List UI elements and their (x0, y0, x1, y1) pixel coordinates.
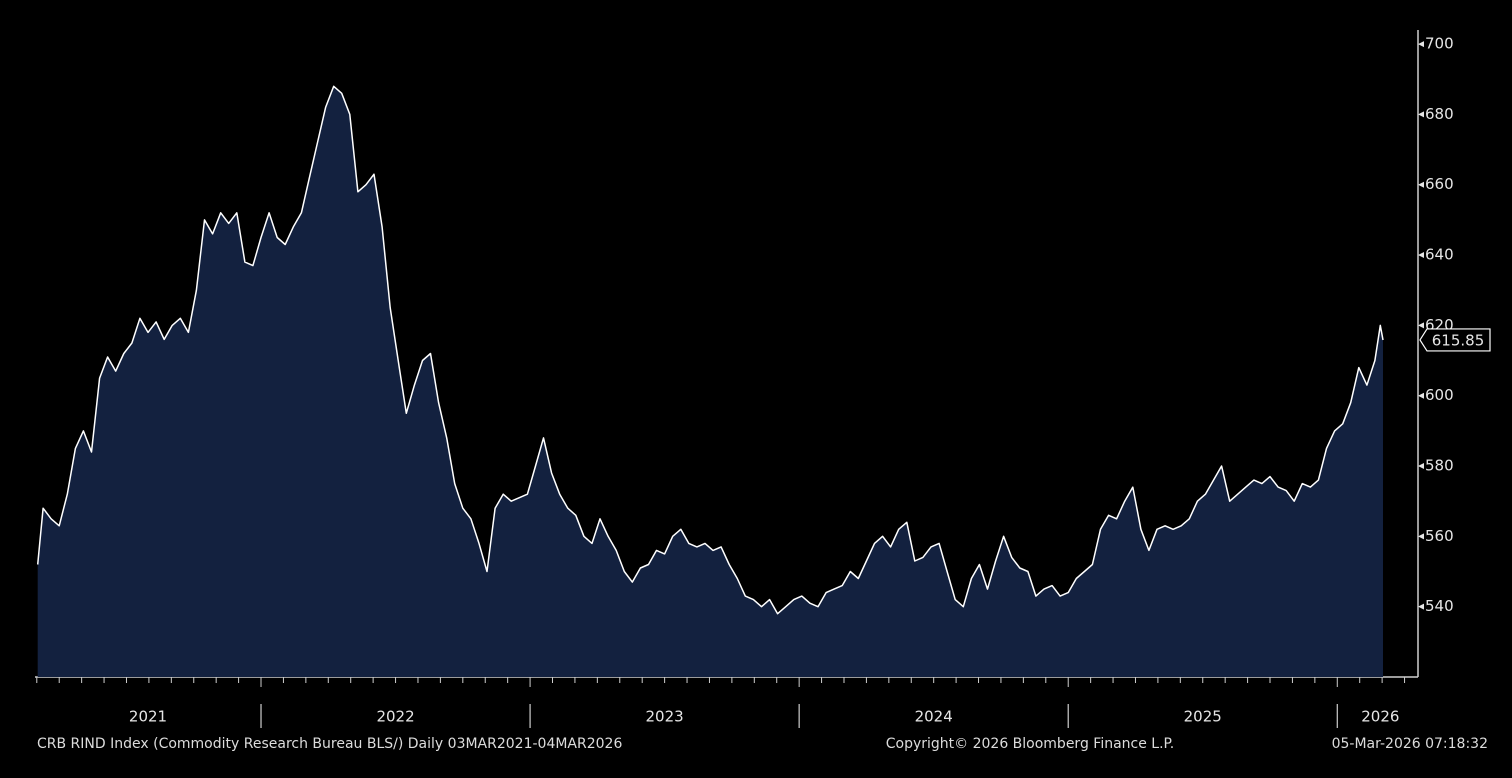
x-tick-label: 2021 (129, 708, 167, 726)
last-price-tag (1419, 328, 1491, 352)
last-price-label: 615.85 (1432, 331, 1485, 349)
footer-source: CRB RIND Index (Commodity Research Burea… (37, 736, 622, 752)
x-tick-label: 2024 (915, 708, 953, 726)
y-tick-mark (1418, 533, 1424, 540)
footer-copyright: Copyright© 2026 Bloomberg Finance L.P. (886, 736, 1175, 752)
y-tick-mark (1418, 181, 1424, 188)
footer-timestamp: 05-Mar-2026 07:18:32 (1332, 736, 1488, 752)
y-tick-label: 700 (1425, 35, 1454, 53)
y-tick-label: 680 (1425, 105, 1454, 123)
x-tick-label: 2026 (1361, 708, 1399, 726)
y-tick-mark (1418, 392, 1424, 399)
y-tick-mark (1418, 111, 1424, 118)
y-tick-label: 640 (1425, 246, 1454, 264)
y-tick-label: 660 (1425, 175, 1454, 193)
y-tick-label: 600 (1425, 386, 1454, 404)
x-tick-label: 2025 (1184, 708, 1222, 726)
area-fill (37, 86, 1384, 678)
y-tick-mark (1418, 603, 1424, 610)
price-line (36, 85, 1384, 615)
y-tick-label: 540 (1425, 597, 1454, 615)
y-tick-mark (1418, 252, 1424, 259)
y-tick-mark (1418, 41, 1424, 48)
y-tick-mark (1418, 322, 1424, 329)
x-tick-label: 2022 (376, 708, 414, 726)
y-tick-label: 560 (1425, 527, 1454, 545)
y-tick-label: 580 (1425, 457, 1454, 475)
x-tick-label: 2023 (646, 708, 684, 726)
y-tick-mark (1418, 463, 1424, 470)
